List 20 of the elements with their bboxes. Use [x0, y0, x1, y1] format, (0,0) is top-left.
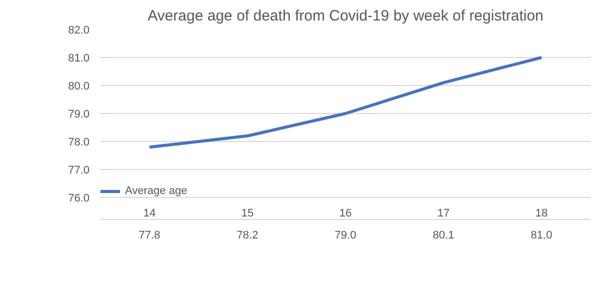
y-tick-label: 78.0: [68, 136, 90, 148]
x-tick-label: 15: [241, 208, 254, 220]
line-series: [148, 56, 543, 149]
x-tick-label: 17: [437, 208, 450, 220]
y-tick-label: 80.0: [68, 80, 90, 92]
y-tick-label: 82.0: [68, 24, 90, 36]
data-label: 79.0: [334, 230, 356, 242]
y-tick-label: 79.0: [68, 108, 90, 120]
y-tick-label: 76.0: [68, 192, 90, 204]
data-label: 77.8: [138, 230, 160, 242]
x-tick-label: 18: [535, 208, 548, 220]
x-tick-label: 16: [339, 208, 352, 220]
data-label: 78.2: [236, 230, 258, 242]
data-label: 81.0: [530, 230, 552, 242]
y-tick-label: 81.0: [68, 52, 90, 64]
legend-label: Average age: [125, 185, 188, 197]
data-label: 80.1: [432, 230, 454, 242]
y-tick-label: 77.0: [68, 164, 90, 176]
x-tick-label: 14: [143, 208, 156, 220]
chart-title: Average age of death from Covid-19 by week of registration: [148, 8, 544, 24]
